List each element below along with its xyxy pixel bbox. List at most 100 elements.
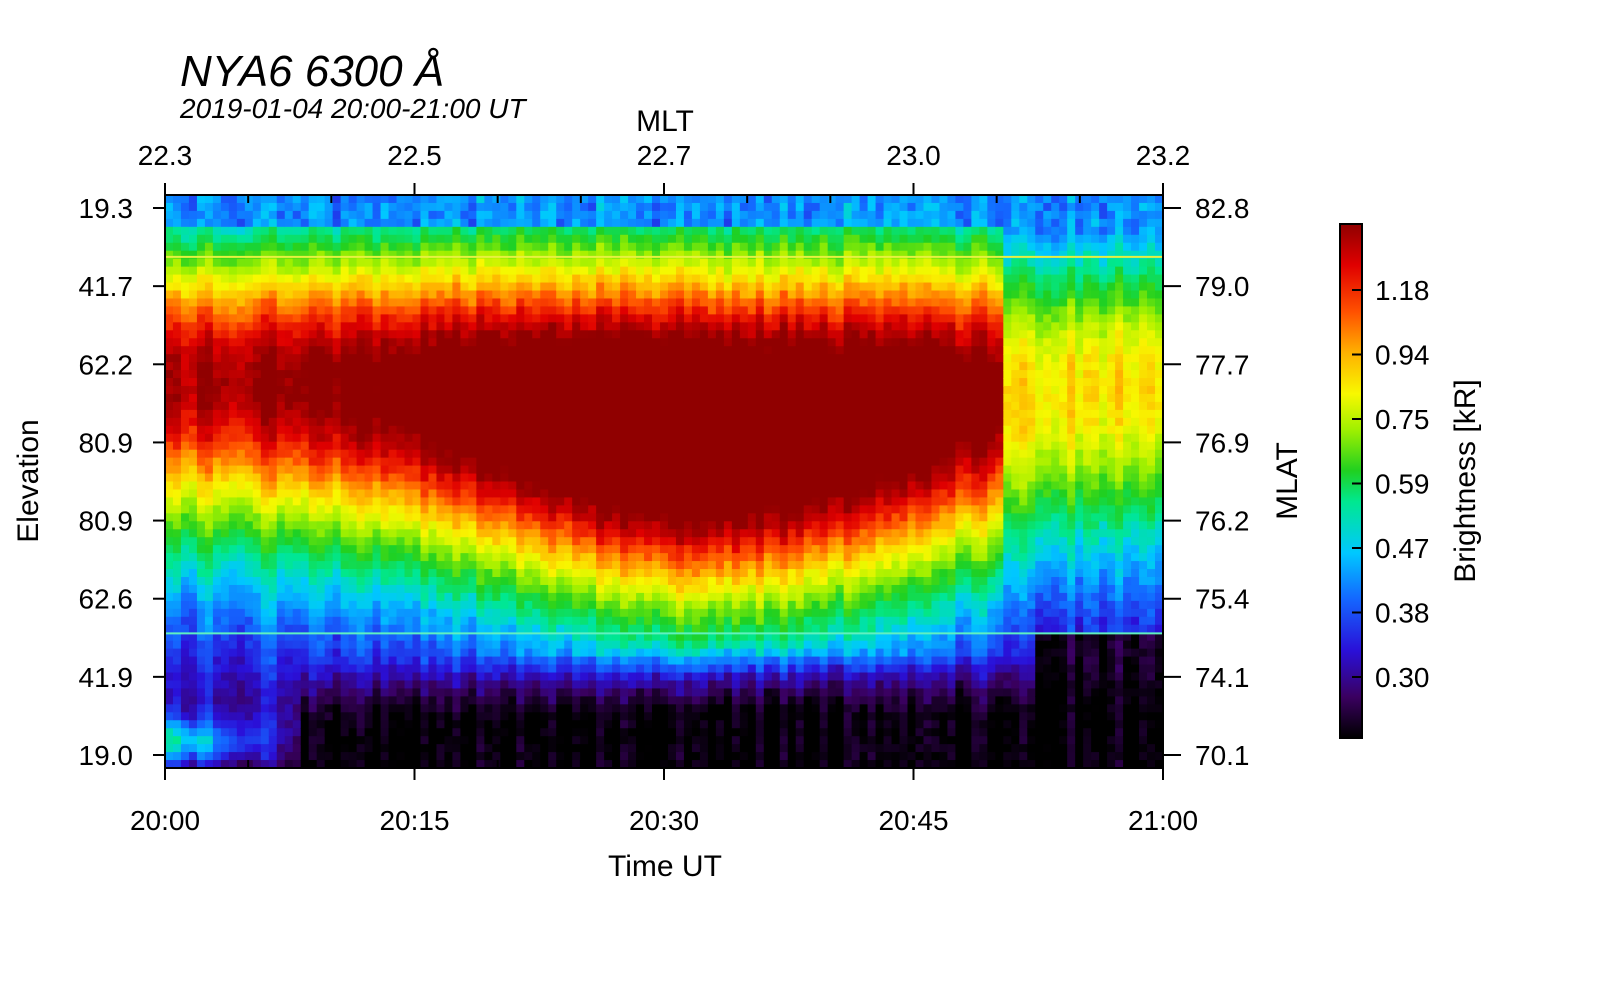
heatmap-cell [252,489,262,499]
heatmap-cell [364,282,374,292]
heatmap-cell [244,521,254,530]
heatmap-cell [180,362,190,371]
heatmap-cell [324,330,334,339]
heatmap-cell [276,449,286,459]
heatmap-cell [636,401,645,411]
heatmap-cell [636,242,645,252]
heatmap-cell [364,274,374,284]
heatmap-cell [165,202,174,212]
heatmap-cell [188,648,198,658]
heatmap-cell [667,720,677,729]
heatmap-cell [699,441,709,451]
heatmap-cell [540,234,549,244]
heatmap-cell [644,210,653,220]
heatmap-cell [364,465,374,475]
heatmap-cell [292,258,302,268]
heatmap-cell [652,425,661,435]
heatmap-cell [436,656,446,666]
heatmap-cell [324,417,334,427]
heatmap-cell [476,712,485,721]
heatmap-cell [180,441,190,451]
heatmap-cell [276,688,286,697]
heatmap-cell [460,760,469,769]
heatmap-cell [660,616,669,626]
heatmap-cell [667,274,677,284]
heatmap-cell [468,680,477,690]
heatmap-cell [572,449,581,459]
heatmap-cell [412,425,422,435]
heatmap-cell [444,425,454,435]
heatmap-cell [620,306,629,315]
heatmap-cell [228,354,238,363]
heatmap-cell [300,465,310,475]
heatmap-cell [180,218,190,228]
heatmap-cell [660,537,669,546]
heatmap-cell [332,624,342,634]
heatmap-cell [188,409,198,419]
heatmap-cell [476,465,485,475]
heatmap-cell [532,465,541,475]
heatmap-cell [691,218,701,228]
heatmap-cell [196,545,206,554]
heatmap-cell [380,481,390,491]
heatmap-cell [436,760,446,769]
heatmap-cell [452,457,461,467]
heatmap-cell [236,600,246,610]
heatmap-cell [484,513,493,522]
heatmap-cell [332,330,342,339]
heatmap-cell [404,354,414,363]
heatmap-cell [412,624,422,634]
heatmap-cell [260,600,270,610]
heatmap-cell [404,370,414,379]
heatmap-cell [452,537,461,546]
heatmap-cell [356,433,366,443]
heatmap-cell [324,561,334,570]
heatmap-cell [516,401,525,411]
heatmap-cell [316,234,326,244]
heatmap-cell [316,569,326,578]
heatmap-cell [228,338,238,347]
heatmap-cell [292,322,302,331]
heatmap-cell [300,195,310,204]
heatmap-cell [268,584,278,594]
heatmap-cell [348,513,358,522]
heatmap-cell [612,712,621,721]
heatmap-cell [628,465,637,475]
heatmap-cell [364,441,374,451]
heatmap-cell [340,481,350,491]
heatmap-cell [588,250,597,260]
heatmap-cell [420,202,430,212]
heatmap-cell [620,425,629,435]
heatmap-cell [604,234,613,244]
heatmap-cell [180,672,190,682]
heatmap-cell [172,704,182,713]
heatmap-cell [165,210,174,220]
heatmap-cell [308,306,318,315]
heatmap-cell [683,250,693,260]
heatmap-cell [492,624,501,634]
heatmap-cell [452,298,461,308]
heatmap-cell [492,282,501,292]
heatmap-cell [316,441,326,451]
heatmap-cell [412,553,422,562]
heatmap-cell [324,680,334,690]
heatmap-cell [404,338,414,347]
heatmap-cell [356,346,366,355]
heatmap-cell [308,393,318,403]
heatmap-cell [404,744,414,753]
heatmap-cell [204,489,214,499]
heatmap-cell [372,577,382,586]
heatmap-cell [204,386,214,395]
heatmap-cell [612,417,621,427]
heatmap-cell [460,250,469,260]
heatmap-cell [284,696,294,705]
heatmap-cell [444,346,454,355]
heatmap-cell [612,760,621,769]
heatmap-cell [468,712,477,721]
heatmap-cell [628,378,637,387]
heatmap-cell [588,338,597,347]
heatmap-cell [428,362,438,371]
heatmap-cell [420,457,430,467]
heatmap-cell [228,393,238,403]
heatmap-cell [388,521,398,530]
